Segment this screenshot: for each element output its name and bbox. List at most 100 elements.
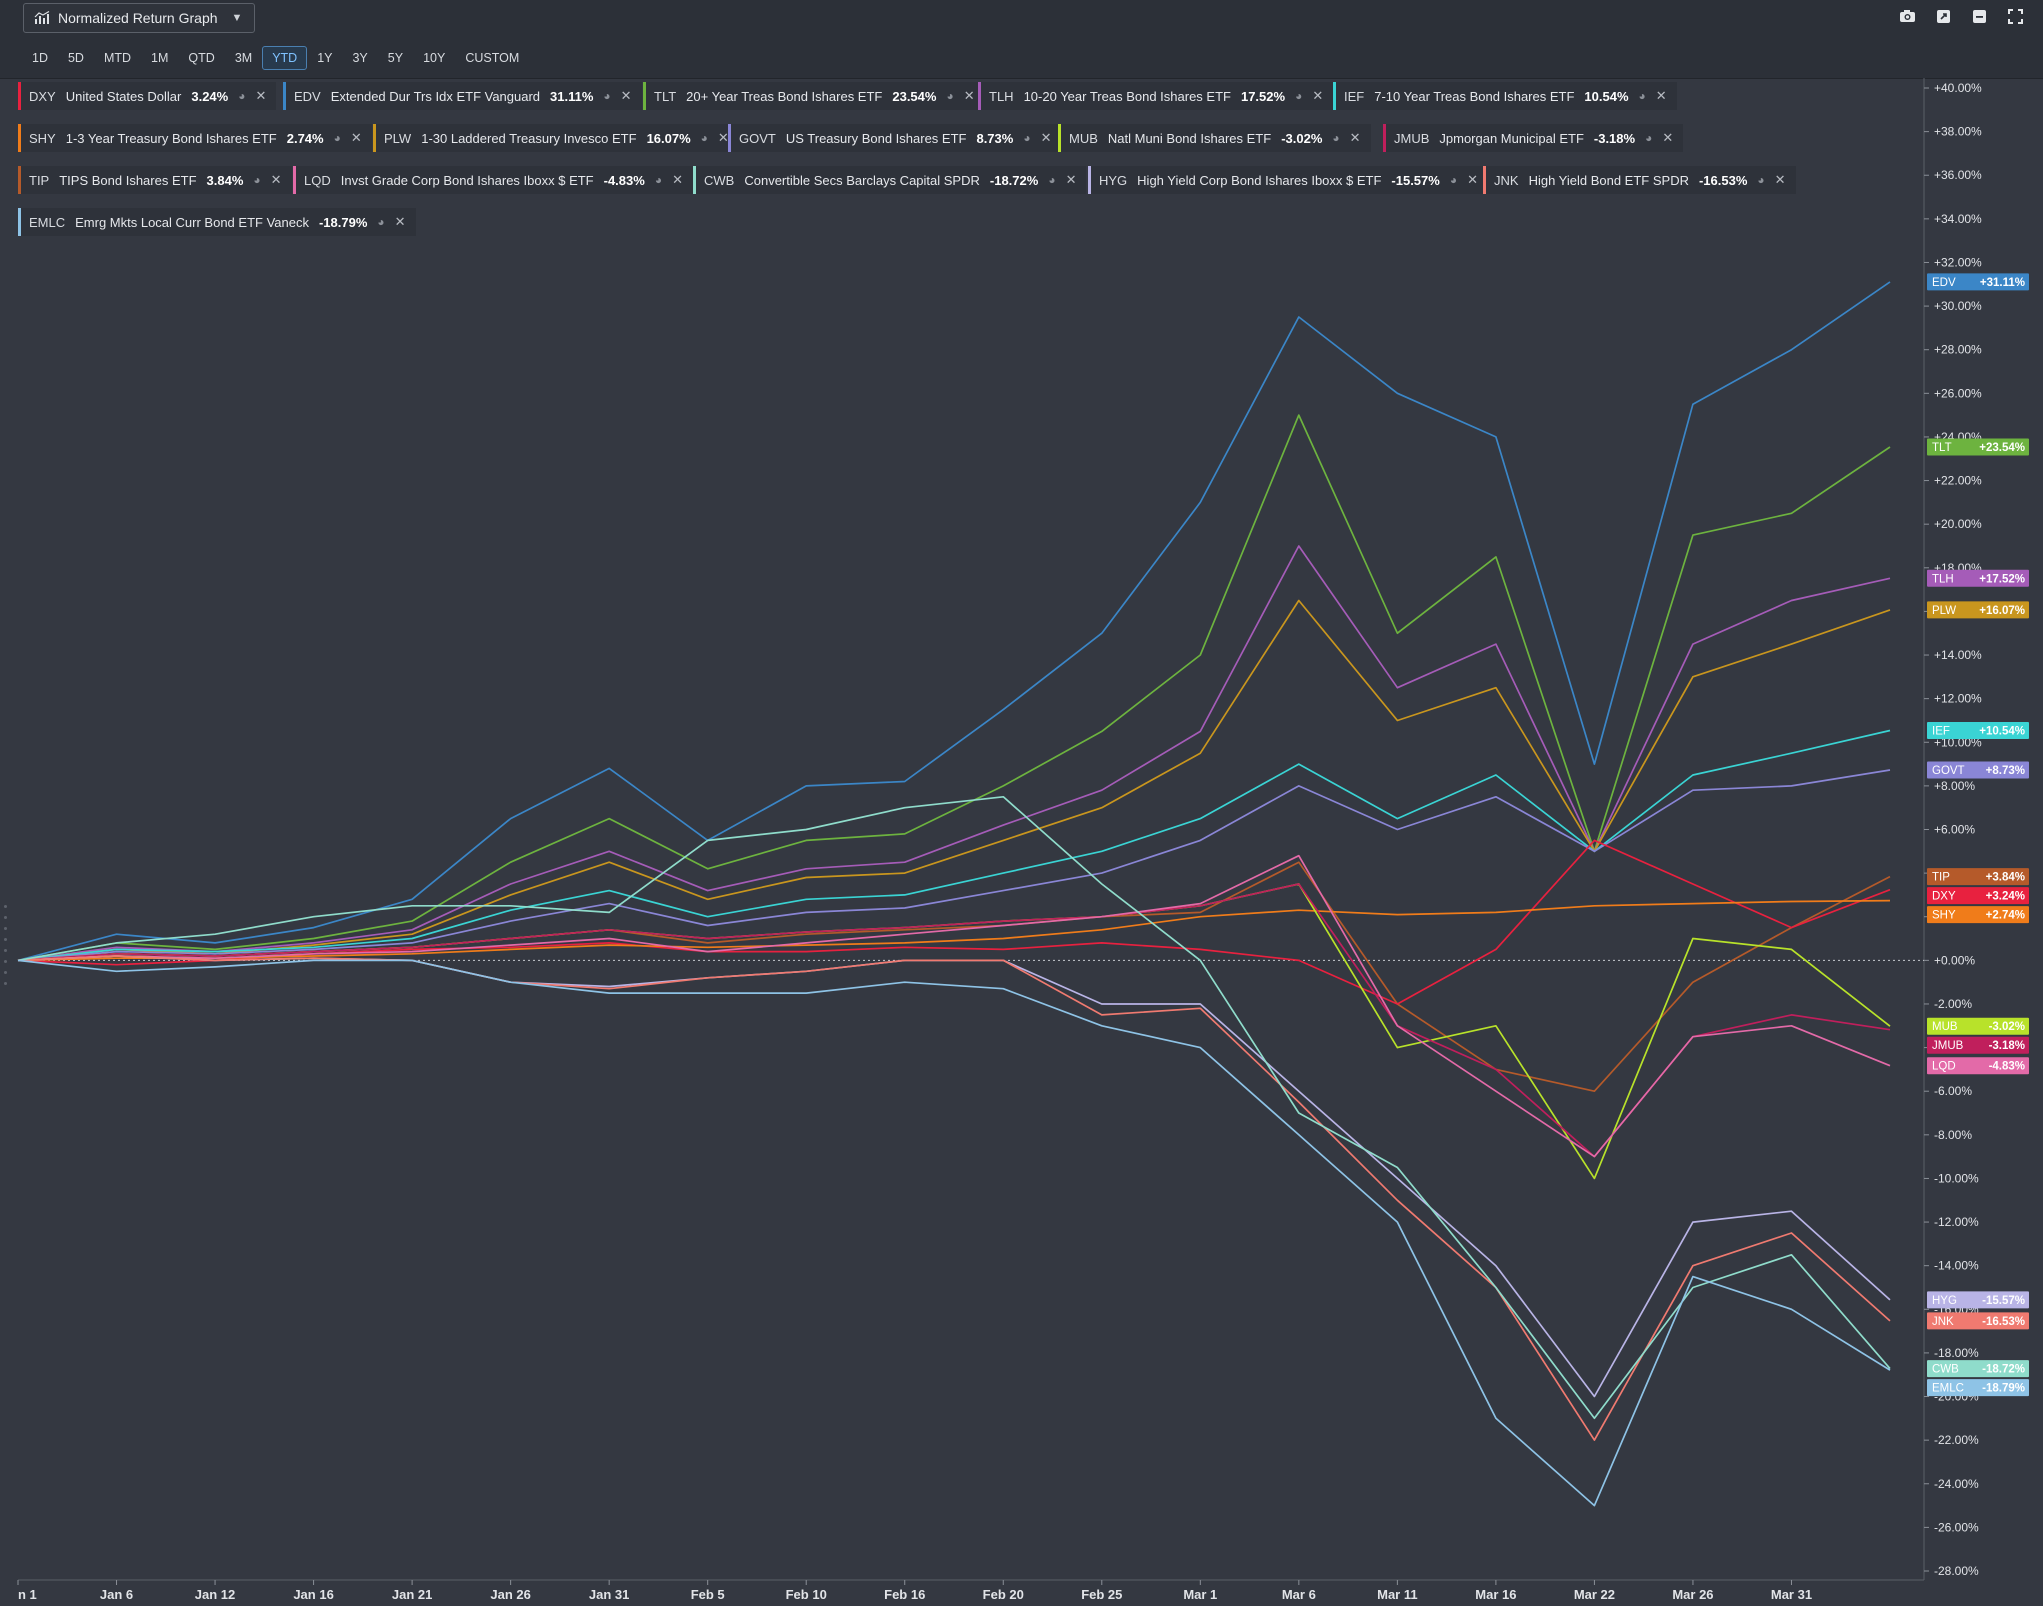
series-line-cwb[interactable] xyxy=(17,795,1891,1420)
hide-series-icon[interactable]: ◕ xyxy=(1295,89,1303,103)
series-line-jnk[interactable] xyxy=(17,955,1891,1441)
end-tag-value: +17.52% xyxy=(1979,573,2025,585)
range-ytd[interactable]: YTD xyxy=(262,46,308,70)
remove-series-icon[interactable]: ✕ xyxy=(717,130,729,145)
hide-series-icon[interactable]: ◕ xyxy=(238,89,246,103)
hide-series-icon[interactable]: ◕ xyxy=(253,173,261,187)
remove-series-icon[interactable]: ✕ xyxy=(1662,130,1674,145)
legend-chip-plw[interactable]: PLW 1-30 Laddered Treasury Invesco ETF 16.… xyxy=(373,124,739,152)
remove-series-icon[interactable]: ✕ xyxy=(1655,88,1667,103)
legend-chip-jmub[interactable]: JMUB Jpmorgan Municipal ETF -3.18% ◕ ✕ xyxy=(1383,124,1684,152)
hide-series-icon[interactable]: ◕ xyxy=(377,215,385,229)
series-line-plw[interactable] xyxy=(17,599,1891,962)
range-1y[interactable]: 1Y xyxy=(317,51,333,65)
hide-series-icon[interactable]: ◕ xyxy=(1638,89,1646,103)
legend-chip-dxy[interactable]: DXY United States Dollar 3.24% ◕ ✕ xyxy=(18,82,277,110)
x-tick-label: Mar 31 xyxy=(1771,1587,1812,1602)
legend-chip-hyg[interactable]: HYG High Yield Corp Bond Ishares Iboxx $ … xyxy=(1088,166,1488,194)
remove-series-icon[interactable]: ✕ xyxy=(1040,130,1052,145)
end-tag-govt: GOVT +8.73% xyxy=(1927,761,2029,779)
legend-chip-tlt[interactable]: TLT 20+ Year Treas Bond Ishares ETF 23.54%… xyxy=(643,82,985,110)
remove-series-icon[interactable]: ✕ xyxy=(1065,172,1077,187)
remove-series-icon[interactable]: ✕ xyxy=(270,172,282,187)
series-line-ief[interactable] xyxy=(17,729,1891,962)
range-10y[interactable]: 10Y xyxy=(423,51,446,65)
series-line-edv[interactable] xyxy=(17,281,1891,962)
legend-name: 20+ Year Treas Bond Ishares ETF xyxy=(686,88,883,104)
hide-series-icon[interactable]: ◕ xyxy=(946,89,954,103)
range-qtd[interactable]: QTD xyxy=(188,51,215,65)
hide-series-icon[interactable]: ◕ xyxy=(654,173,663,187)
series-line-tip[interactable] xyxy=(17,861,1891,1093)
hide-series-icon[interactable]: ◕ xyxy=(1757,173,1765,187)
resize-handle[interactable] xyxy=(4,905,8,1005)
legend-chip-cwb[interactable]: CWB Convertible Secs Barclays Capital SPD… xyxy=(693,166,1087,194)
remove-series-icon[interactable]: ✕ xyxy=(394,214,406,229)
remove-series-icon[interactable]: ✕ xyxy=(255,88,267,103)
legend-chip-mub[interactable]: MUB Natl Muni Bond Ishares ETF -3.02% ◕ ✕ xyxy=(1058,124,1371,152)
series-line-hyg[interactable] xyxy=(17,955,1891,1398)
series-line-lqd[interactable] xyxy=(17,854,1891,1158)
remove-series-icon[interactable]: ✕ xyxy=(1312,88,1324,103)
remove-series-icon[interactable]: ✕ xyxy=(963,88,975,103)
legend-chip-shy[interactable]: SHY 1-3 Year Treasury Bond Ishares ETF 2.7… xyxy=(18,124,372,152)
series-line-jmub[interactable] xyxy=(17,883,1891,1158)
series-line-dxy[interactable] xyxy=(17,839,1891,1005)
y-tick-label: +20.00% xyxy=(1934,517,1982,531)
range-5d[interactable]: 5D xyxy=(67,51,84,65)
x-tick-label: Jan 16 xyxy=(293,1587,333,1602)
hide-series-icon[interactable]: ◕ xyxy=(1332,131,1340,145)
legend-chip-lqd[interactable]: LQD Invst Grade Corp Bond Ishares Iboxx $… xyxy=(293,166,693,194)
end-tag-dxy: DXY +3.24% xyxy=(1927,887,2029,905)
legend-chip-tlh[interactable]: TLH 10-20 Year Treas Bond Ishares ETF 17.5… xyxy=(978,82,1334,110)
legend-chip-emlc[interactable]: EMLC Emrg Mkts Local Curr Bond ETF Vaneck… xyxy=(18,208,416,236)
legend-chip-tip[interactable]: TIP TIPS Bond Ishares ETF 3.84% ◕ ✕ xyxy=(18,166,292,194)
series-line-tlh[interactable] xyxy=(17,545,1891,962)
hide-series-icon[interactable]: ◕ xyxy=(700,131,708,145)
camera-icon[interactable] xyxy=(1897,6,1917,26)
graph-type-dropdown[interactable]: Normalized Return Graph ▼ xyxy=(23,3,256,33)
pop-out-icon[interactable] xyxy=(1933,6,1953,26)
series-line-emlc[interactable] xyxy=(17,959,1891,1507)
hide-series-icon[interactable]: ◕ xyxy=(1449,173,1458,187)
remove-series-icon[interactable]: ✕ xyxy=(672,172,683,187)
hide-series-icon[interactable]: ◕ xyxy=(1048,173,1056,187)
hide-series-icon[interactable]: ◕ xyxy=(603,89,611,103)
legend-chip-jnk[interactable]: JNK High Yield Bond ETF SPDR -16.53% ◕ ✕ xyxy=(1483,166,1796,194)
end-tag-symbol: DXY xyxy=(1932,891,1956,903)
remove-series-icon[interactable]: ✕ xyxy=(1467,172,1478,187)
range-1d[interactable]: 1D xyxy=(32,51,48,65)
range-1m[interactable]: 1M xyxy=(151,51,169,65)
end-tag-symbol: EDV xyxy=(1932,277,1956,289)
remove-series-icon[interactable]: ✕ xyxy=(620,88,632,103)
hide-series-icon[interactable]: ◕ xyxy=(1023,131,1031,145)
minimize-icon[interactable] xyxy=(1969,6,1989,26)
range-mtd[interactable]: MTD xyxy=(103,51,132,65)
end-tag-value: +3.24% xyxy=(1986,891,2025,903)
legend-name: Extended Dur Trs Idx ETF Vanguard xyxy=(330,88,541,104)
y-tick-label: +12.00% xyxy=(1934,692,1982,706)
hide-series-icon[interactable]: ◕ xyxy=(333,131,341,145)
hide-series-icon[interactable]: ◕ xyxy=(1645,131,1653,145)
remove-series-icon[interactable]: ✕ xyxy=(1774,172,1786,187)
legend-return: 2.74% xyxy=(286,130,324,146)
remove-series-icon[interactable]: ✕ xyxy=(1349,130,1361,145)
remove-series-icon[interactable]: ✕ xyxy=(350,130,362,145)
range-3y[interactable]: 3Y xyxy=(352,51,368,65)
legend-chip-ief[interactable]: IEF 7-10 Year Treas Bond Ishares ETF 10.54… xyxy=(1333,82,1677,110)
y-tick-label: +22.00% xyxy=(1934,474,1982,488)
range-custom[interactable]: CUSTOM xyxy=(465,51,520,65)
legend-chip-edv[interactable]: EDV Extended Dur Trs Idx ETF Vanguard 31.1… xyxy=(283,82,642,110)
series-line-tlt[interactable] xyxy=(17,414,1891,962)
range-3m[interactable]: 3M xyxy=(234,51,253,65)
y-tick-label: -22.00% xyxy=(1934,1433,1979,1447)
y-tick-label: -2.00% xyxy=(1934,997,1972,1011)
legend-symbol: TIP xyxy=(29,172,50,188)
legend-symbol: MUB xyxy=(1069,130,1098,146)
series-line-govt[interactable] xyxy=(17,769,1891,962)
fullscreen-icon[interactable] xyxy=(2005,6,2025,26)
legend-chip-govt[interactable]: GOVT US Treasury Bond Ishares ETF 8.73% ◕ ✕ xyxy=(728,124,1062,152)
series-line-shy[interactable] xyxy=(17,899,1891,962)
range-5y[interactable]: 5Y xyxy=(387,51,404,65)
